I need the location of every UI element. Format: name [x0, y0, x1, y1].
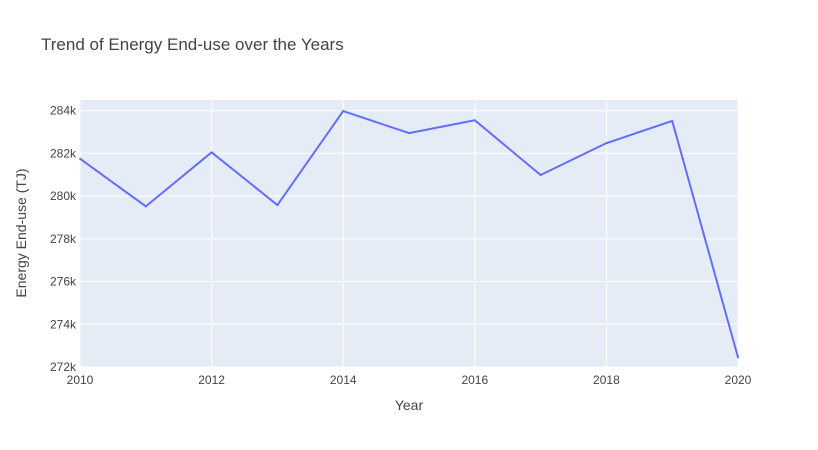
x-tick-label: 2020 [725, 373, 752, 387]
plot-area [80, 100, 738, 367]
y-tick-label: 272k [50, 360, 77, 374]
y-gridlines [80, 110, 738, 368]
data-point [473, 119, 476, 122]
x-gridlines [79, 100, 739, 367]
series-group [79, 110, 739, 359]
x-tick-label: 2012 [198, 373, 225, 387]
x-axis-title: Year [395, 397, 424, 413]
data-point [144, 205, 147, 208]
data-point [737, 356, 739, 359]
data-point [605, 142, 608, 145]
y-tick-label: 280k [50, 189, 77, 203]
y-tick-label: 274k [50, 317, 77, 331]
data-point [671, 119, 674, 122]
y-tick-labels: 272k 274k 276k 278k 280k 282k 284k [50, 104, 77, 374]
y-tick-label: 284k [50, 104, 77, 118]
x-tick-label: 2010 [67, 373, 94, 387]
x-tick-label: 2014 [330, 373, 357, 387]
data-point [539, 173, 542, 176]
data-point [210, 151, 213, 154]
data-point [79, 157, 81, 160]
chart-title: Trend of Energy End-use over the Years [41, 35, 344, 54]
data-point [276, 204, 279, 207]
y-tick-label: 278k [50, 232, 77, 246]
y-tick-label: 282k [50, 146, 77, 160]
x-tick-label: 2018 [593, 373, 620, 387]
y-axis-title: Energy End-use (TJ) [13, 168, 29, 297]
x-tick-label: 2016 [461, 373, 488, 387]
data-point [342, 110, 345, 113]
data-point [408, 132, 410, 135]
y-tick-label: 276k [50, 275, 77, 289]
x-tick-labels: 2010 2012 2014 2016 2018 2020 [67, 373, 752, 387]
